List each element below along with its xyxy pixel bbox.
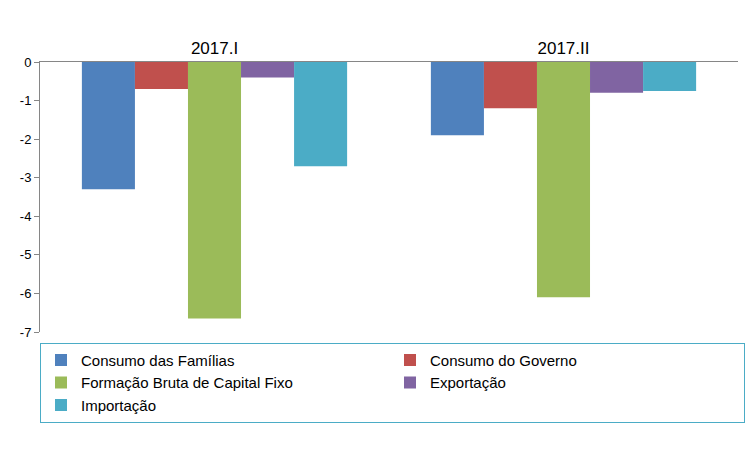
svg-text:Consumo das Famílias: Consumo das Famílias	[81, 352, 234, 369]
svg-text:Exportação: Exportação	[430, 374, 506, 391]
svg-text:Importação: Importação	[81, 397, 156, 414]
svg-text:2017.II: 2017.II	[538, 39, 590, 58]
svg-text:Consumo do Governo: Consumo do Governo	[430, 352, 577, 369]
svg-text:-7: -7	[20, 325, 32, 340]
svg-text:-2: -2	[20, 132, 32, 147]
svg-text:-3: -3	[20, 170, 32, 185]
svg-text:-1: -1	[20, 93, 32, 108]
svg-text:2017.I: 2017.I	[191, 39, 238, 58]
svg-text:Formação Bruta de Capital Fixo: Formação Bruta de Capital Fixo	[81, 374, 293, 391]
svg-text:-5: -5	[20, 247, 32, 262]
svg-text:0: 0	[24, 55, 31, 70]
svg-text:-6: -6	[20, 286, 32, 301]
svg-text:-4: -4	[20, 209, 32, 224]
